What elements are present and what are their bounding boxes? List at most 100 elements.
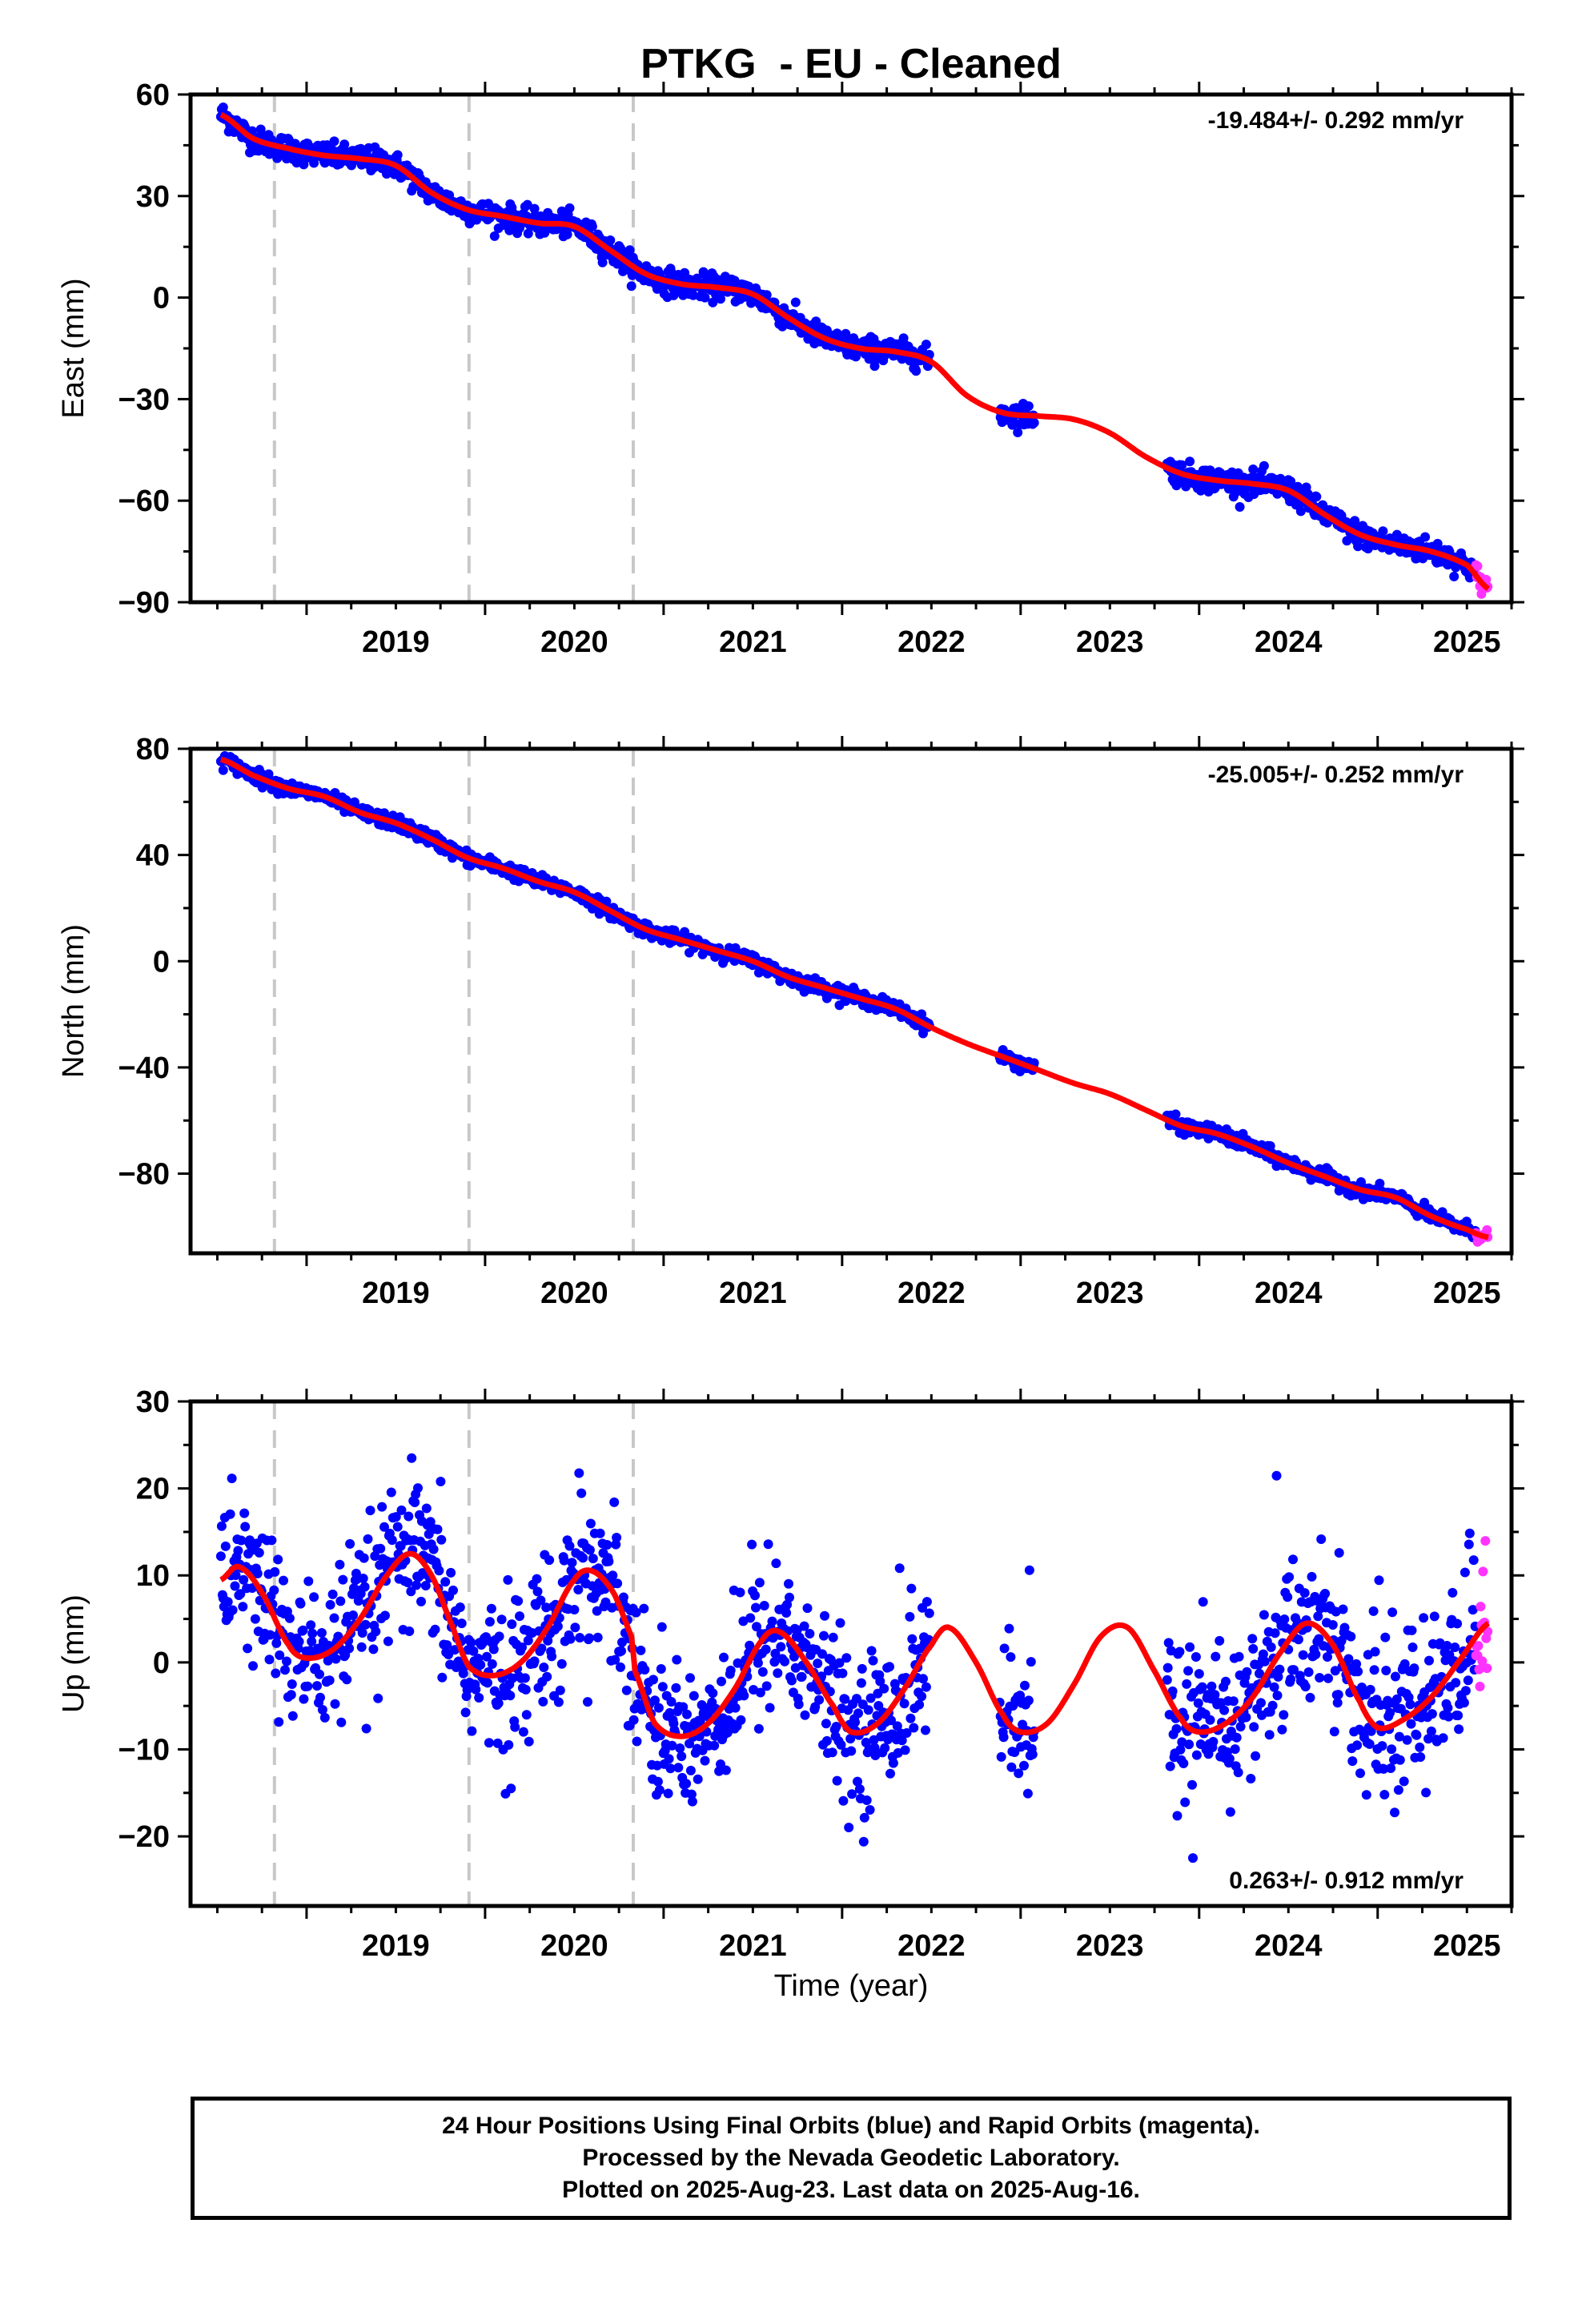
final-orbit-point: [869, 1743, 880, 1753]
final-orbit-point: [761, 290, 772, 300]
final-orbit-point: [474, 1693, 484, 1703]
final-orbit-point: [1374, 1575, 1384, 1586]
final-orbit-point: [1224, 1754, 1235, 1764]
final-orbit-point: [1460, 1686, 1471, 1696]
final-orbit-point: [1170, 1109, 1181, 1120]
final-orbit-point: [1272, 1691, 1283, 1701]
final-orbit-point: [331, 1654, 341, 1664]
final-orbit-point: [504, 1739, 514, 1750]
final-orbit-point: [1378, 526, 1388, 537]
final-orbit-point: [759, 1601, 769, 1610]
final-orbit-point: [1370, 1647, 1380, 1657]
final-orbit-point: [406, 1586, 416, 1597]
final-orbit-point: [1323, 1652, 1332, 1662]
final-orbit-point: [1307, 1571, 1317, 1582]
final-orbit-point: [786, 1675, 797, 1686]
rapid-orbit-point: [1482, 1663, 1492, 1674]
final-orbit-point: [269, 1585, 279, 1595]
final-orbit-point: [353, 1596, 363, 1606]
final-orbit-point: [1427, 1709, 1437, 1719]
final-orbit-point: [1230, 1744, 1240, 1755]
final-orbit-point: [885, 1768, 895, 1779]
north-plot-frame: [188, 746, 1514, 1256]
final-orbit-point: [856, 1678, 866, 1688]
final-orbit-point: [1219, 1705, 1230, 1715]
final-orbit-point: [1421, 1787, 1431, 1798]
final-orbit-point: [1311, 492, 1322, 502]
east-y-tick-label: 0: [153, 282, 170, 316]
final-orbit-point: [1393, 1785, 1403, 1795]
rapid-orbit-point: [1480, 1536, 1491, 1546]
final-orbit-point: [1447, 1587, 1458, 1598]
final-orbit-point: [460, 1707, 471, 1718]
final-orbit-point: [344, 1643, 355, 1654]
final-orbit-point: [1004, 1623, 1014, 1634]
final-orbit-point: [1295, 506, 1306, 517]
final-orbit-point: [339, 139, 350, 150]
final-orbit-point: [523, 1635, 533, 1646]
final-orbit-point: [542, 1671, 552, 1682]
up-x-tick-label: 2019: [362, 1929, 430, 1963]
final-orbit-point: [1177, 460, 1187, 470]
final-orbit-point: [761, 1681, 772, 1691]
final-orbit-point: [359, 1582, 370, 1592]
final-orbit-point: [814, 1695, 825, 1705]
final-orbit-point: [757, 1667, 768, 1677]
final-orbit-point: [770, 1648, 781, 1659]
final-orbit-point: [553, 1697, 564, 1707]
final-orbit-point: [517, 1642, 527, 1652]
footer-line-3: Plotted on 2025-Aug-23. Last data on 202…: [562, 2177, 1140, 2203]
final-orbit-point: [532, 1586, 543, 1597]
final-orbit-point: [407, 1453, 417, 1463]
final-orbit-point: [1027, 1749, 1038, 1759]
final-orbit-point: [436, 1534, 447, 1545]
final-orbit-point: [1251, 1751, 1261, 1761]
final-orbit-point: [1342, 536, 1352, 546]
final-orbit-point: [1163, 1638, 1174, 1648]
final-orbit-point: [1442, 1641, 1452, 1651]
north-rate-label: -25.005+/- 0.252 mm/yr: [1208, 762, 1464, 788]
final-orbit-point: [612, 1533, 622, 1542]
final-orbit-point: [1259, 460, 1269, 471]
final-orbit-point: [522, 199, 532, 210]
final-orbit-point: [1330, 1666, 1340, 1676]
final-orbit-point: [1468, 1555, 1479, 1566]
final-orbit-point: [1386, 1763, 1396, 1773]
up-rate-label: 0.263+/- 0.912 mm/yr: [1229, 1868, 1464, 1894]
final-orbit-point: [1264, 1730, 1275, 1740]
final-orbit-point: [1188, 1853, 1198, 1864]
final-orbit-point: [1338, 1604, 1348, 1614]
final-orbit-point: [605, 235, 616, 245]
final-orbit-point: [1323, 1673, 1333, 1683]
final-orbit-point: [448, 1585, 458, 1595]
final-orbit-point: [1266, 1642, 1276, 1652]
final-orbit-point: [752, 1622, 761, 1632]
final-orbit-point: [636, 1645, 646, 1655]
final-orbit-point: [564, 1541, 575, 1551]
final-orbit-point: [584, 1545, 595, 1555]
final-orbit-point: [1443, 1703, 1453, 1713]
final-orbit-point: [487, 1659, 497, 1669]
final-orbit-point: [503, 1574, 513, 1585]
final-orbit-point: [693, 1774, 703, 1784]
final-orbit-point: [403, 1578, 413, 1588]
final-orbit-point: [216, 1521, 227, 1531]
final-orbit-point: [1267, 1700, 1278, 1711]
final-orbit-point: [239, 1508, 250, 1518]
final-orbit-point: [610, 1655, 620, 1665]
final-orbit-point: [847, 1789, 857, 1799]
final-orbit-point: [1355, 1768, 1365, 1779]
final-orbit-point: [1162, 1663, 1173, 1673]
final-orbit-point: [515, 1611, 524, 1622]
up-y-tick-label: 0: [153, 1647, 170, 1680]
final-orbit-point: [1215, 1635, 1225, 1646]
final-orbit-point: [1228, 1696, 1239, 1707]
final-orbit-point: [1194, 1669, 1204, 1679]
up-y-tick-label: −20: [118, 1820, 170, 1854]
final-orbit-point: [998, 1732, 1009, 1743]
final-orbit-point: [834, 1658, 845, 1668]
rapid-orbit-point: [1474, 1664, 1484, 1675]
final-orbit-point: [317, 1705, 327, 1715]
final-orbit-point: [797, 1671, 807, 1682]
final-orbit-point: [621, 1685, 632, 1695]
